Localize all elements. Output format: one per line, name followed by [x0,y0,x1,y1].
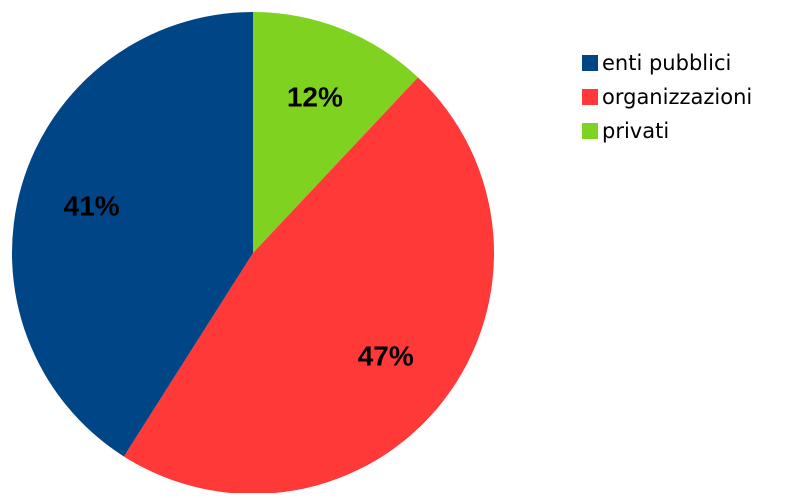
pie-slice-privati [253,12,418,253]
pie-slice-enti-pubblici [11,12,253,457]
data-label-enti-pubblici: 41% [64,191,120,222]
pie-slice-organizzazioni [123,77,495,495]
legend-label-privati: privati [602,119,670,143]
legend-item-privati: privati [582,114,752,148]
legend-label-organizzazioni: organizzazioni [602,85,753,109]
legend-swatch-organizzazioni [582,89,598,105]
legend-item-organizzazioni: organizzazioni [582,80,752,114]
legend-swatch-privati [582,123,598,139]
data-label-privati: 12% [287,81,343,112]
legend-item-enti-pubblici: enti pubblici [582,46,752,80]
legend-swatch-enti-pubblici [582,55,598,71]
chart-legend: enti pubblici organizzazioni privati [582,46,752,148]
legend-label-enti-pubblici: enti pubblici [602,51,732,75]
data-label-organizzazioni: 47% [358,340,414,371]
